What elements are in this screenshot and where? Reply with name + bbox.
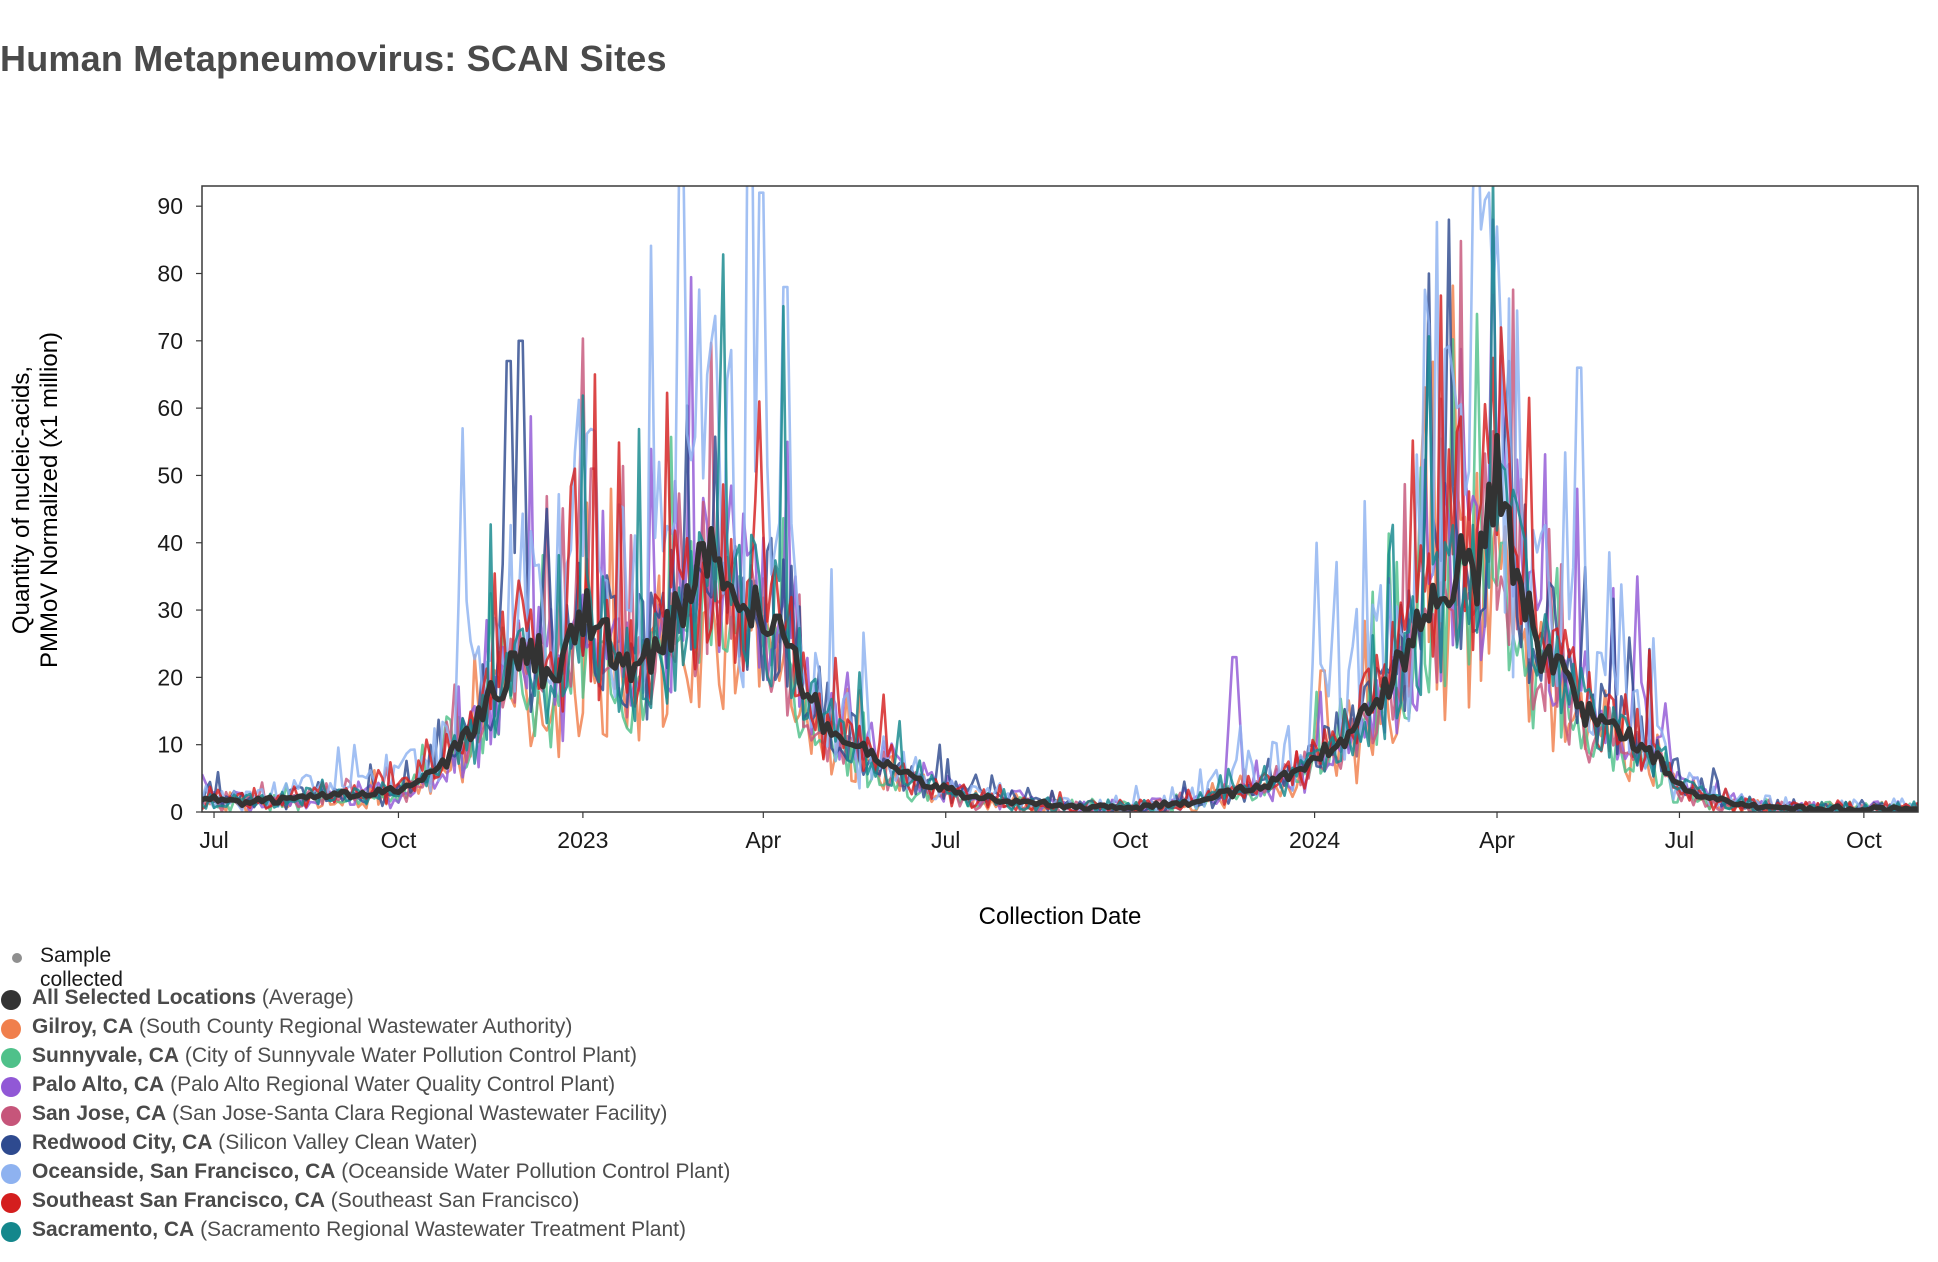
series-line-average[interactable] (202, 432, 1918, 812)
legend-site-name: Sacramento, CA (32, 1218, 195, 1241)
legend-label: Oceanside, San Francisco, CA (Oceanside … (32, 1160, 730, 1184)
page-title: Human Metapneumovirus: SCAN Sites (0, 38, 667, 79)
legend-label: Sunnyvale, CA (City of Sunnyvale Water P… (32, 1044, 637, 1068)
y-tick-label: 0 (170, 799, 183, 825)
x-tick-label: Apr (745, 827, 781, 853)
x-tick-label: 2024 (1289, 827, 1340, 853)
y-tick-label: 70 (157, 328, 183, 354)
legend-swatch-icon (1, 1106, 21, 1126)
chart: 0 10 20 30 40 50 60 70 80 90 Jul Oct 2023 Apr Jul Oct 2… (8, 185, 1919, 930)
legend-swatch-icon (1, 1193, 21, 1213)
x-tick-label: 2023 (557, 827, 608, 853)
y-tick-label: 10 (157, 732, 183, 758)
x-axis: Jul Oct 2023 Apr Jul Oct 2024 Apr Jul Oct (199, 812, 1882, 853)
y-tick-label: 50 (157, 462, 183, 488)
legend-site-facility: (San Jose-Santa Clara Regional Wastewate… (172, 1102, 668, 1125)
legend-site-name: Palo Alto, CA (32, 1073, 165, 1096)
x-tick-label: Oct (381, 827, 417, 853)
legend-swatch-icon (1, 990, 21, 1010)
legend-site-facility: (Southeast San Francisco) (330, 1189, 580, 1212)
legend-site-name: All Selected Locations (32, 986, 257, 1009)
y-tick-label: 60 (157, 395, 183, 421)
x-axis-title: Collection Date (979, 903, 1142, 930)
legend-swatch-icon (1, 1135, 21, 1155)
legend-site-facility: (Sacramento Regional Wastewater Treatmen… (200, 1218, 686, 1241)
legend-site-name: Redwood City, CA (32, 1131, 213, 1154)
y-tick-label: 40 (157, 530, 183, 556)
sample-dot-icon (12, 953, 22, 963)
legend-label: Gilroy, CA (South County Regional Wastew… (32, 1015, 572, 1039)
legend-label: Redwood City, CA (Silicon Valley Clean W… (32, 1131, 477, 1155)
sample-collected-label: Sample collected (40, 944, 123, 991)
legend-site-name: Oceanside, San Francisco, CA (32, 1160, 336, 1183)
x-tick-label: Jul (199, 827, 228, 853)
legend-site-name: San Jose, CA (32, 1102, 167, 1125)
legend-swatch-icon (1, 1164, 21, 1184)
legend-site-facility: (Average) (261, 986, 354, 1009)
legend-label: Sacramento, CA (Sacramento Regional Wast… (32, 1218, 686, 1242)
series-layer (202, 186, 1918, 812)
x-tick-label: Oct (1112, 827, 1148, 853)
x-tick-label: Jul (931, 827, 960, 853)
y-axis-title-line1: Quantity of nucleic-acids, (8, 366, 35, 634)
legend-site-facility: (City of Sunnyvale Water Pollution Contr… (184, 1044, 637, 1067)
legend-site-facility: (Silicon Valley Clean Water) (218, 1131, 478, 1154)
legend-swatch-icon (1, 1048, 21, 1068)
x-tick-label: Jul (1665, 827, 1694, 853)
legend-site-facility: (Oceanside Water Pollution Control Plant… (341, 1160, 731, 1183)
legend-label: San Jose, CA (San Jose-Santa Clara Regio… (32, 1102, 667, 1126)
average-layer (202, 432, 1918, 812)
legend-swatch-icon (1, 1077, 21, 1097)
legend-site-name: Southeast San Francisco, CA (32, 1189, 325, 1212)
legend-label: Southeast San Francisco, CA (Southeast S… (32, 1189, 579, 1213)
legend-site-name: Gilroy, CA (32, 1015, 134, 1038)
legend-swatch-icon (1, 1222, 21, 1242)
x-tick-label: Apr (1479, 827, 1515, 853)
plot-frame (201, 185, 1919, 813)
y-axis-title-line2: PMMoV Normalized (x1 million) (36, 332, 63, 668)
y-tick-label: 90 (157, 193, 183, 219)
legend-site-facility: (Palo Alto Regional Water Quality Contro… (170, 1073, 616, 1096)
y-tick-label: 20 (157, 664, 183, 690)
legend-site-facility: (South County Regional Wastewater Author… (138, 1015, 573, 1038)
x-tick-label: Oct (1846, 827, 1882, 853)
legend-site-name: Sunnyvale, CA (32, 1044, 180, 1067)
legend-swatch-icon (1, 1019, 21, 1039)
legend-label: Palo Alto, CA (Palo Alto Regional Water … (32, 1073, 615, 1097)
y-axis: 0 10 20 30 40 50 60 70 80 90 (157, 193, 202, 825)
y-tick-label: 80 (157, 261, 183, 287)
y-tick-label: 30 (157, 597, 183, 623)
legend-label: All Selected Locations (Average) (32, 986, 354, 1010)
